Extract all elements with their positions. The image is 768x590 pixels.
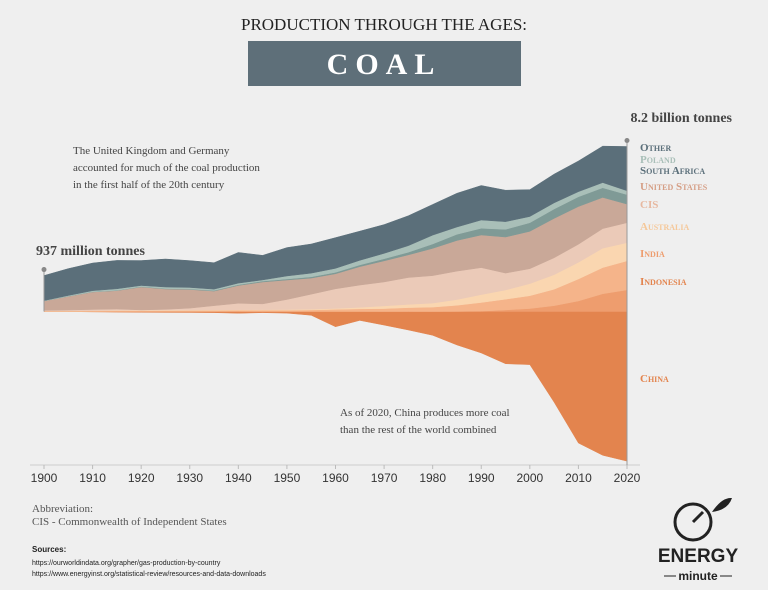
logo-clock bbox=[673, 502, 713, 542]
x-tick-label: 2000 bbox=[516, 471, 543, 485]
banner bbox=[248, 41, 521, 86]
sources-title: Sources: bbox=[32, 545, 66, 554]
legend-label: South Africa bbox=[640, 165, 705, 177]
x-tick-label: 1910 bbox=[79, 471, 106, 485]
x-tick-label: 1940 bbox=[225, 471, 252, 485]
legend-label: Other bbox=[640, 142, 671, 154]
legend-label: India bbox=[640, 248, 665, 260]
end-dot bbox=[624, 138, 630, 144]
annotation: than the rest of the world combined bbox=[340, 424, 497, 436]
x-tick-label: 1990 bbox=[468, 471, 495, 485]
x-tick-label: 1920 bbox=[128, 471, 155, 485]
end-label: 8.2 billion tonnes bbox=[630, 111, 732, 126]
logo-bottom: minute bbox=[678, 569, 718, 583]
x-tick-label: 1960 bbox=[322, 471, 349, 485]
x-tick-label: 1980 bbox=[419, 471, 446, 485]
logo-leaf bbox=[712, 497, 732, 512]
legend-label: Australia bbox=[640, 221, 690, 233]
abbr: CIS - Commonwealth of Independent States bbox=[32, 516, 227, 528]
annotation: accounted for much of the coal productio… bbox=[73, 162, 260, 174]
logo-top: ENERGY bbox=[658, 546, 739, 567]
chart-subtitle: COAL bbox=[327, 48, 442, 81]
x-tick-label: 1970 bbox=[371, 471, 398, 485]
logo: ENERGY minute bbox=[658, 497, 739, 583]
annotation: The United Kingdom and Germany bbox=[73, 145, 230, 157]
source: https://www.energyinst.org/statistical-r… bbox=[32, 571, 266, 578]
legend-label: China bbox=[640, 373, 669, 385]
x-tick-label: 2020 bbox=[614, 471, 641, 485]
legend-label: Poland bbox=[640, 154, 676, 166]
legend-label: Indonesia bbox=[640, 276, 687, 288]
start-dot bbox=[41, 267, 47, 273]
start-label: 937 million tonnes bbox=[36, 244, 145, 259]
legend-label: United States bbox=[640, 181, 708, 193]
chart-title: PRODUCTION THROUGH THE AGES: bbox=[241, 15, 527, 34]
x-tick-label: 1930 bbox=[176, 471, 203, 485]
legend-label: CIS bbox=[640, 199, 658, 211]
abbr-title: Abbreviation: bbox=[32, 503, 93, 515]
source: https://ourworldindata.org/grapher/gas-p… bbox=[32, 560, 221, 567]
annotation: in the first half of the 20th century bbox=[73, 179, 225, 191]
logo-hand bbox=[691, 510, 705, 524]
x-tick-label: 1950 bbox=[274, 471, 301, 485]
x-tick-label: 1900 bbox=[31, 471, 58, 485]
x-tick-label: 2010 bbox=[565, 471, 592, 485]
annotation: As of 2020, China produces more coal bbox=[340, 407, 510, 419]
